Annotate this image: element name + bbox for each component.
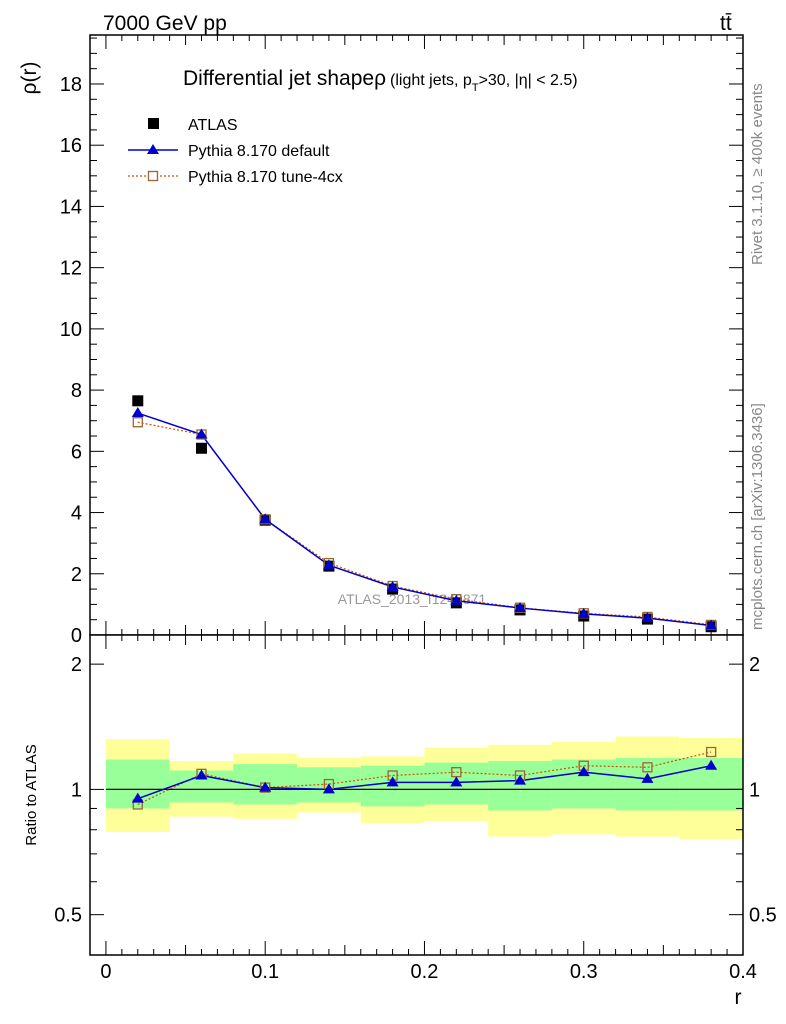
main-y-tick-label: 18	[60, 74, 82, 96]
main-y-tick-label: 8	[71, 380, 82, 402]
ratio-y-axis-label: Ratio to ATLAS	[23, 744, 40, 845]
ratio-point-default	[195, 769, 208, 780]
x-tick-labels: 0 0.1 0.2 0.3 0.4	[100, 961, 757, 983]
x-tick-label: 0	[100, 961, 111, 983]
series-line-default	[137, 412, 712, 627]
x-tick-label: 0.1	[251, 961, 279, 983]
ratio-y-tick-labels: 0.5 1 2	[54, 654, 82, 927]
main-axis-ticks	[90, 35, 744, 636]
data-point-default	[641, 612, 654, 623]
rivet-label: Rivet 3.1.10, ≥ 400k events	[749, 83, 766, 265]
data-point-default	[577, 607, 590, 618]
chart-title-symbol: ρ	[374, 67, 386, 90]
data-point-default	[386, 580, 399, 591]
ratio-frame	[89, 634, 744, 956]
ratio-band-inner	[488, 761, 552, 811]
energy-label: 7000 GeV pp	[103, 12, 227, 35]
mcplots-label: mcplots.cern.ch [arXiv:1306.3436]	[749, 403, 766, 630]
main-y-tick-label: 4	[71, 503, 82, 525]
ratio-y-tick-label: 0.5	[54, 905, 82, 927]
main-y-tick-label: 0	[71, 625, 82, 647]
data-point-default	[450, 594, 463, 605]
main-y-tick-label: 12	[60, 258, 82, 280]
chart-title-cut-sub: T	[472, 82, 479, 94]
ratio-point-default	[577, 766, 590, 777]
data-point-atlas	[132, 395, 144, 407]
x-axis-label: r	[735, 986, 742, 1009]
ratio-line-default	[137, 764, 712, 800]
ratio-y-tick-label: 2	[71, 654, 82, 676]
main-plot-area	[90, 35, 743, 635]
data-point-default	[195, 428, 208, 439]
main-y-tick-labels: 0 2 4 6 8 10 12 14 16 18	[60, 74, 82, 647]
legend-marker-default	[147, 144, 159, 154]
chart-title-main: Differential jet shape	[183, 67, 374, 90]
main-y-tick-label: 6	[71, 441, 82, 463]
legend-label-tune: Pythia 8.170 tune-4cx	[188, 169, 343, 186]
chart-title: Differential jet shapeρ (light jets, pT>3…	[183, 67, 578, 94]
legend-marker-tune	[147, 170, 159, 182]
ratio-point-tune	[642, 762, 653, 773]
data-point-default	[131, 407, 144, 418]
x-tick-label: 0.4	[729, 961, 757, 983]
data-point-tune	[132, 417, 143, 428]
ratio-y-tick-label-right: 0.5	[749, 905, 777, 927]
ratio-y-tick-labels-right: 0.5 1 2	[749, 654, 777, 927]
main-y-axis-label: ρ(r)	[18, 62, 41, 95]
chart-title-cut-suffix: >30, |η| < 2.5)	[479, 72, 578, 89]
main-y-tick-label: 10	[60, 319, 82, 341]
ratio-point-default	[131, 792, 144, 803]
ratio-y-tick-label-right: 1	[749, 779, 760, 801]
ratio-panel: 0.5 1 2 0.5 1 2 Ratio to ATLAS 0 0.1 0.2 0.3 0.4…	[23, 634, 777, 1009]
process-label: tt̄	[720, 12, 732, 35]
legend-label-atlas: ATLAS	[188, 117, 238, 134]
ratio-axis-ticks	[90, 635, 744, 955]
ratio-band-inner	[615, 757, 680, 811]
data-point-default	[259, 513, 272, 524]
legend-marker-atlas	[148, 118, 159, 129]
ratio-point-default	[322, 783, 335, 794]
main-panel: 0 2 4 6 8 10 12 14 16 18 ATLAS_2013_I1243871 ρ(r)…	[18, 34, 744, 647]
ratio-y-tick-label: 1	[71, 779, 82, 801]
ratio-point-default	[386, 776, 399, 787]
data-point-default	[705, 619, 718, 630]
ratio-series	[131, 746, 718, 810]
data-point-atlas	[195, 442, 207, 454]
main-y-tick-label: 14	[60, 196, 82, 218]
ratio-point-default	[450, 776, 463, 787]
ratio-point-default	[705, 759, 718, 770]
legend: ATLAS Pythia 8.170 default Pythia 8.170 …	[128, 117, 343, 186]
chart-title-cut-prefix: (light jets, p	[390, 72, 472, 89]
ratio-point-default	[514, 774, 527, 785]
main-series	[131, 395, 718, 633]
ratio-point-tune	[705, 746, 717, 758]
ratio-point-default	[641, 772, 654, 783]
legend-label-default: Pythia 8.170 default	[188, 143, 330, 160]
x-tick-label: 0.3	[570, 961, 598, 983]
data-point-default	[514, 602, 527, 613]
ratio-point-default	[259, 781, 272, 792]
x-tick-label: 0.2	[411, 961, 439, 983]
data-point-default	[322, 559, 335, 570]
ratio-bands	[105, 736, 743, 840]
main-y-tick-label: 2	[71, 564, 82, 586]
ratio-y-tick-label-right: 2	[749, 654, 760, 676]
main-y-tick-label: 16	[60, 135, 82, 157]
analysis-watermark: ATLAS_2013_I1243871	[338, 591, 487, 607]
